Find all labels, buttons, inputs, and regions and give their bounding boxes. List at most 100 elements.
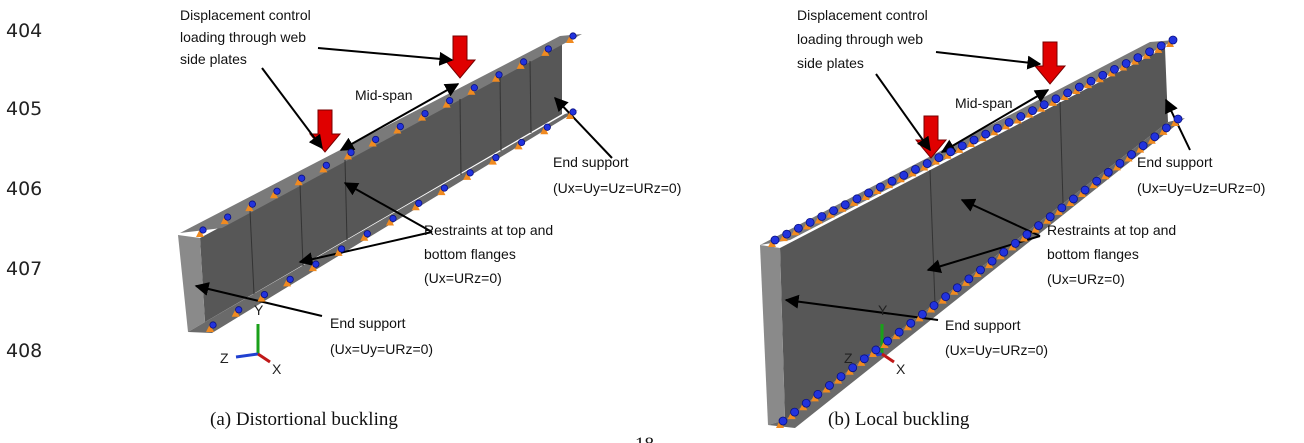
restraint-dot [830,207,838,215]
annotation: (Ux=Uy=Uz=URz=0) [553,180,681,196]
restraint-dot [338,246,344,252]
restraint-dot [249,201,255,207]
restraint-dot [930,302,938,310]
restraint-dot [493,154,499,160]
restraint-dot [1162,124,1170,132]
annotation: End support [1137,154,1213,170]
restraint-dot [865,189,873,197]
restraint-dot [884,337,892,345]
restraint-dot [1064,89,1072,97]
figure: 404 405 406 407 408 [0,0,1304,443]
line-numbers: 404 405 406 407 408 [6,20,42,362]
annotation-arrow [262,68,322,148]
restraint-dot [496,72,502,78]
axis-label: Y [254,302,264,318]
restraint-dot [953,284,961,292]
annotation: End support [330,315,406,331]
web [200,44,562,322]
annotation: Restraints at top and [424,222,553,238]
restraint-dot [1122,60,1130,68]
caption: (b) Local buckling [828,409,970,430]
annotation: loading through web [180,29,306,45]
annotation: (Ux=URz=0) [1047,271,1125,287]
restraint-dot [895,328,903,336]
annotation: Mid-span [955,95,1013,111]
restraint-dot [298,175,304,181]
line-number: 404 [6,20,42,42]
annotation: bottom flanges [424,246,516,262]
line-number: 408 [6,340,42,362]
restraint-dot [1146,48,1154,56]
restraint-dot [814,390,822,398]
restraint-dot [1017,112,1025,120]
restraint-dot [993,124,1001,132]
annotation-arrow [936,52,1040,64]
restraint-dot [261,291,267,297]
restraint-dot [287,276,293,282]
restraint-dot [441,185,447,191]
x-axis [258,354,270,362]
annotation: side plates [797,55,864,71]
restraint-dot [416,200,422,206]
restraint-dot [471,85,477,91]
annotation: bottom flanges [1047,246,1139,262]
restraint-dot [313,261,319,267]
line-number: 406 [6,178,42,200]
annotation: Restraints at top and [1047,222,1176,238]
restraint-dot [1134,54,1142,62]
restraint-dot [783,230,791,238]
restraint-dot [1139,142,1147,150]
restraint-dot [1005,118,1013,126]
restraint-dot [779,417,787,425]
line-number: 405 [6,98,42,120]
restraint-dot [1093,177,1101,185]
axis-label: Y [878,302,888,318]
page-number: 18 [635,434,654,443]
restraint-dot [965,275,973,283]
restraint-dot [1075,83,1083,91]
beam-model-a [178,34,582,333]
restraint-dot [853,195,861,203]
restraint-dot [1052,95,1060,103]
restraint-dot [323,162,329,168]
restraint-dot [1029,107,1037,115]
line-number: 407 [6,258,42,280]
annotation: End support [553,154,629,170]
annotation: (Ux=Uy=URz=0) [330,341,433,357]
restraint-dot [1128,151,1136,159]
annotation: Mid-span [355,87,413,103]
axis-label: X [896,361,906,377]
restraint-dot [947,148,955,156]
restraint-dot [397,123,403,129]
restraint-dot [200,227,206,233]
restraint-dot [888,177,896,185]
restraint-dot [841,201,849,209]
restraint-dot [907,319,915,327]
restraint-dot [977,266,985,274]
restraint-dot [274,188,280,194]
restraint-dot [1110,65,1118,73]
restraint-dot [1169,36,1177,44]
restraint-dot [918,310,926,318]
restraint-dot [518,139,524,145]
restraint-dot [1099,71,1107,79]
restraint-dot [1081,186,1089,194]
restraint-dot [982,130,990,138]
axis-label: Z [220,350,229,366]
restraint-dot [1116,159,1124,167]
restraint-dot [1035,222,1043,230]
restraint-dot [467,170,473,176]
restraint-dot [348,149,354,155]
restraint-dot [520,59,526,65]
restraint-dot [818,212,826,220]
restraint-dot [224,214,230,220]
annotation: loading through web [797,31,923,47]
restraint-dot [958,142,966,150]
restraint-dot [1000,248,1008,256]
restraint-dot [825,381,833,389]
restraint-dot [1046,213,1054,221]
restraint-dot [544,124,550,130]
restraint-dot [872,346,880,354]
restraint-dot [1104,168,1112,176]
restraint-dot [364,231,370,237]
